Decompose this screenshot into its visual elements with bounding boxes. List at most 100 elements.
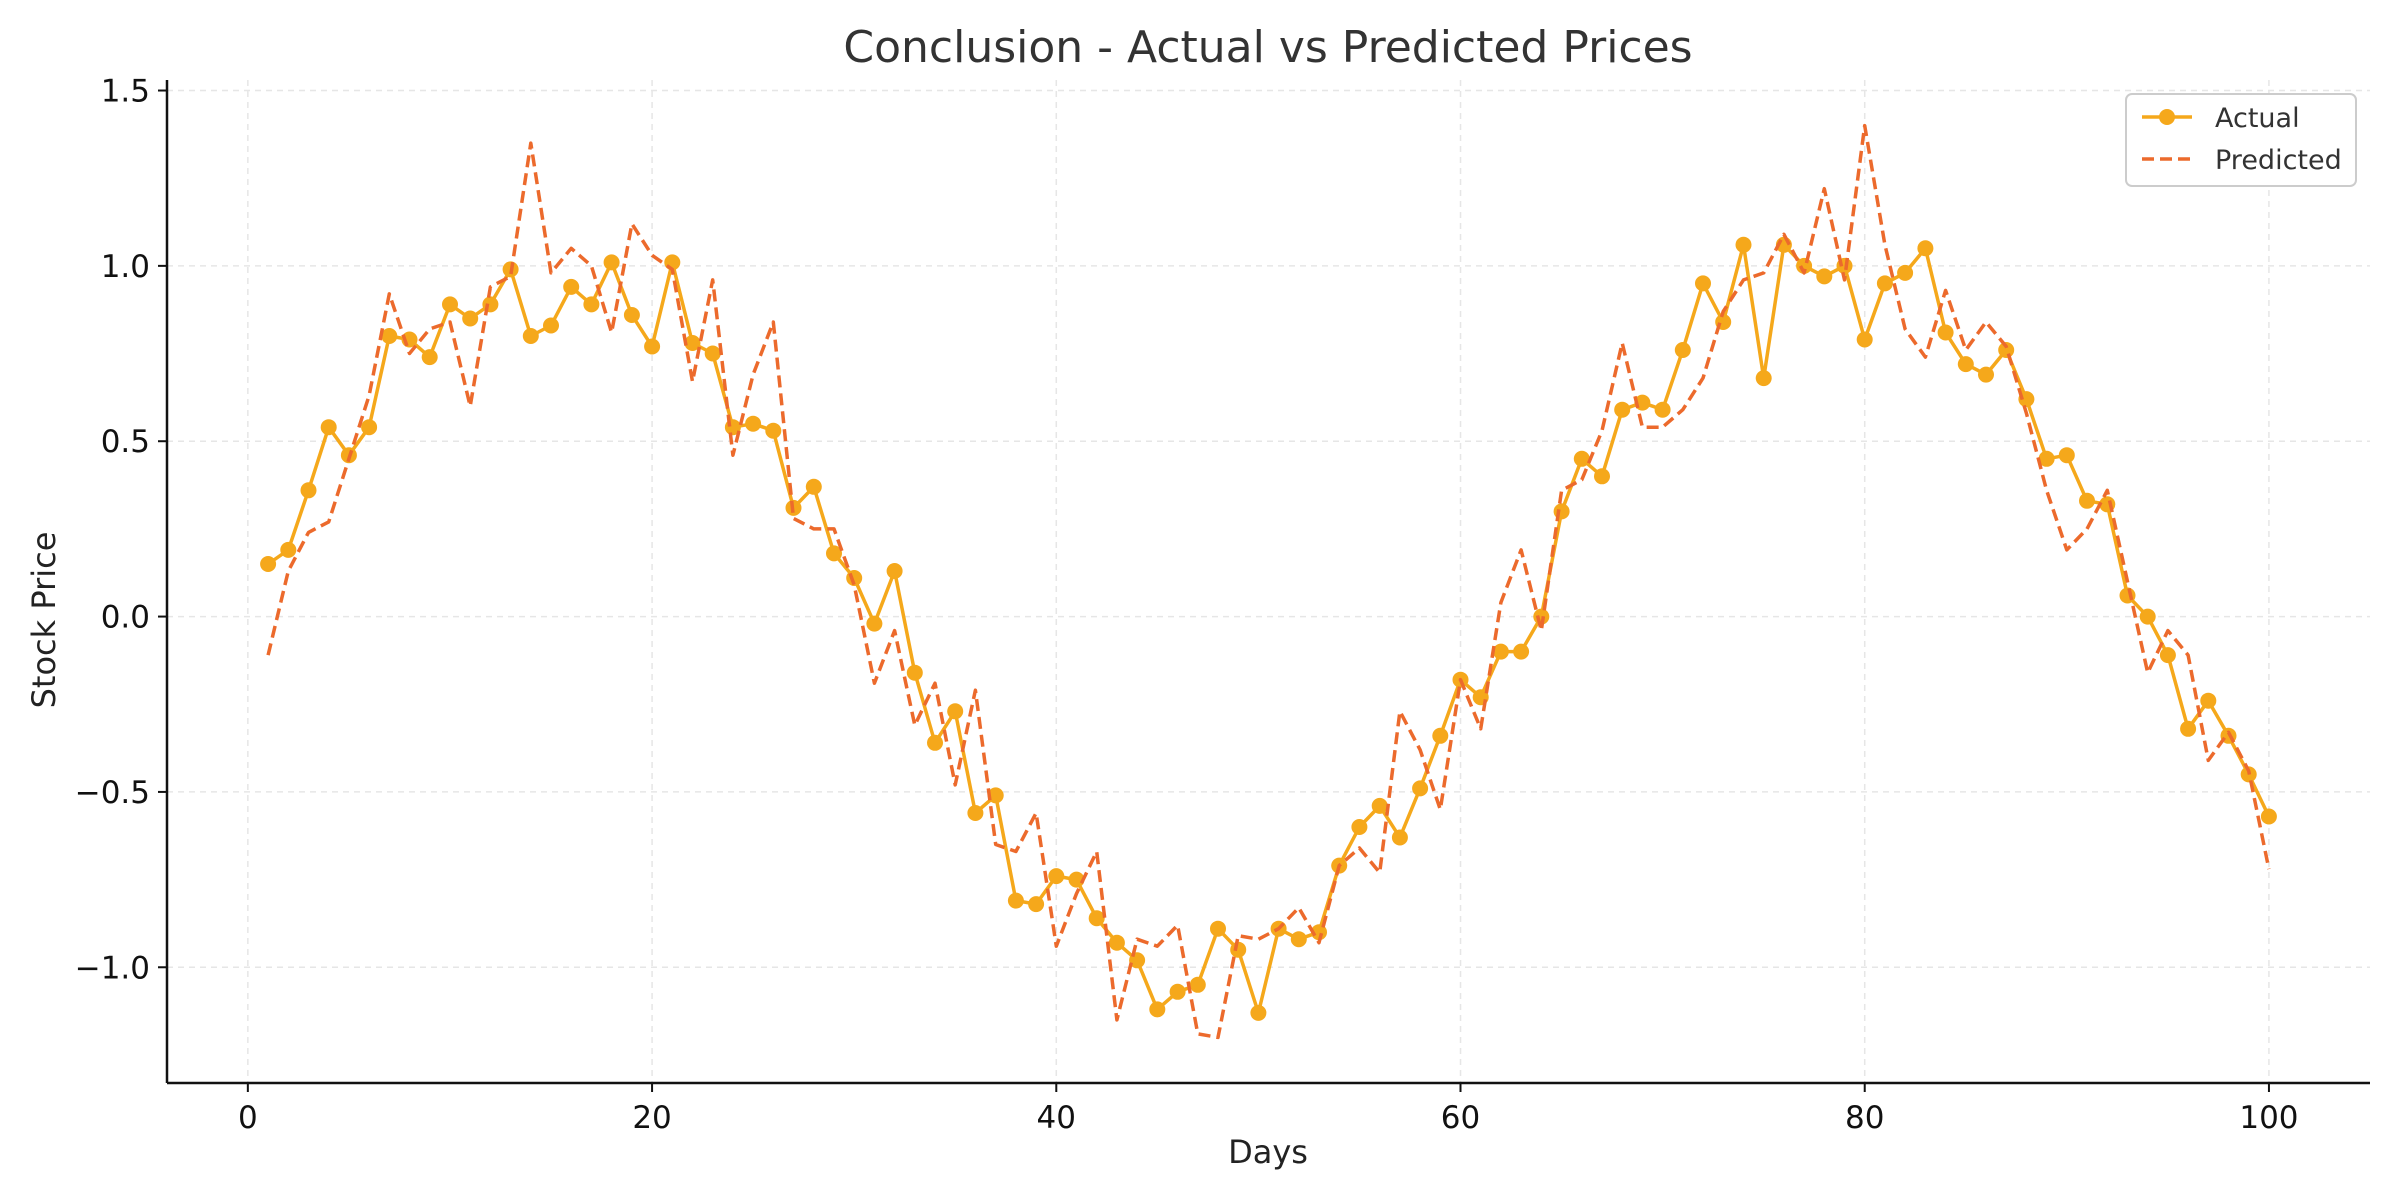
data-point-actual [1189, 976, 1206, 993]
axes [165, 80, 2370, 1085]
data-point-actual [1250, 1004, 1267, 1021]
data-point-actual [927, 734, 943, 751]
data-point-actual [2260, 808, 2277, 825]
data-point-actual [1917, 240, 1934, 257]
data-point-actual [1351, 819, 1368, 835]
data-point-actual [1311, 924, 1327, 941]
ticks: 0 20 40 60 80 100 −1.0 −0.5 0.0 0.5 1.0 1.5 [75, 74, 2299, 1136]
x-tick-label: 20 [632, 1100, 671, 1136]
data-point-actual [2200, 692, 2217, 709]
data-point-actual [320, 419, 337, 436]
data-point-actual [1290, 931, 1307, 948]
data-point-actual [381, 328, 398, 344]
data-point-actual [2139, 608, 2156, 625]
data-point-actual [1230, 941, 1247, 958]
data-point-actual [1735, 236, 1752, 253]
data-point-actual [745, 415, 762, 432]
data-point-actual [1028, 896, 1045, 913]
data-point-actual [1978, 366, 1994, 383]
x-tick-label: 0 [238, 1100, 258, 1136]
data-point-actual [704, 345, 721, 362]
data-point-actual [644, 338, 661, 355]
y-tick-label: 0.0 [101, 600, 150, 636]
data-point-actual [805, 478, 822, 495]
data-point-actual [1897, 264, 1914, 281]
data-point-actual [906, 664, 923, 681]
legend: Actual Predicted [2125, 93, 2357, 187]
data-point-actual [987, 787, 1004, 804]
x-tick-label: 100 [2239, 1100, 2298, 1136]
data-point-actual [543, 317, 559, 334]
data-point-actual [300, 482, 317, 499]
data-point-actual [1492, 643, 1509, 660]
data-point-actual [1594, 468, 1610, 485]
y-tick-label: 0.5 [101, 424, 150, 460]
y-axis-label: Stock Price [25, 532, 63, 709]
data-point-actual [1816, 268, 1833, 285]
legend-actual-label: Actual [2215, 103, 2300, 134]
data-point-actual [1088, 910, 1105, 927]
data-point-actual [1432, 727, 1449, 744]
data-point-actual [1007, 892, 1024, 909]
data-point-actual [1876, 275, 1893, 292]
data-point-actual [2058, 447, 2075, 464]
data-point-actual [2159, 647, 2176, 664]
data-point-actual [1674, 342, 1691, 358]
data-point-actual [1695, 275, 1711, 292]
data-point-actual [421, 349, 438, 366]
y-tick-label: 1.0 [101, 249, 150, 285]
data-point-actual [1614, 401, 1631, 418]
data-point-actual [1391, 829, 1408, 846]
data-point-actual [1937, 324, 1954, 341]
data-point-actual [1149, 1001, 1166, 1018]
data-point-actual [886, 563, 903, 579]
data-point-actual [603, 254, 620, 271]
series-layer [260, 123, 2277, 1040]
chart-title: Conclusion - Actual vs Predicted Prices [843, 22, 1692, 73]
y-tick-label: 1.5 [101, 74, 150, 110]
data-point-actual [2038, 450, 2055, 467]
data-point-actual [1108, 934, 1125, 951]
data-point-actual [765, 422, 782, 439]
data-point-actual [1210, 920, 1226, 937]
data-point-actual [866, 615, 883, 632]
data-point-actual [1654, 401, 1671, 418]
data-point-actual [522, 328, 539, 344]
data-point-actual [1048, 868, 1065, 885]
series-line-actual [267, 243, 2271, 1015]
data-point-actual [1513, 643, 1530, 660]
legend-actual-marker [2159, 109, 2175, 125]
data-point-actual [361, 419, 378, 436]
data-point-actual [2119, 587, 2136, 604]
data-point-actual [623, 307, 640, 323]
x-tick-label: 60 [1441, 1100, 1480, 1136]
data-point-actual [967, 805, 984, 821]
data-point-actual [2180, 720, 2197, 737]
data-point-actual [280, 541, 297, 558]
data-point-actual [462, 310, 479, 327]
data-point-actual [1755, 370, 1772, 387]
data-point-actual [1573, 450, 1590, 467]
data-point-actual [1371, 797, 1388, 814]
data-point-actual [684, 335, 701, 351]
y-tick-label: −0.5 [75, 775, 150, 811]
data-point-actual [826, 545, 842, 562]
data-point-actual [583, 296, 600, 313]
data-point-actual [1957, 356, 1974, 373]
data-point-actual [442, 296, 458, 313]
data-point-actual [2079, 492, 2095, 509]
x-tick-label: 40 [1037, 1100, 1076, 1136]
legend-predicted-label: Predicted [2215, 145, 2342, 176]
data-point-actual [260, 556, 277, 572]
data-point-actual [1068, 871, 1085, 888]
data-point-actual [947, 703, 964, 720]
data-point-actual [563, 278, 580, 295]
y-tick-label: −1.0 [75, 950, 150, 986]
data-point-actual [1856, 331, 1873, 348]
series-line-predicted [266, 123, 2271, 1040]
x-tick-label: 80 [1845, 1100, 1884, 1136]
data-point-actual [1169, 983, 1186, 1000]
x-axis-label: Days [1228, 1133, 1308, 1171]
